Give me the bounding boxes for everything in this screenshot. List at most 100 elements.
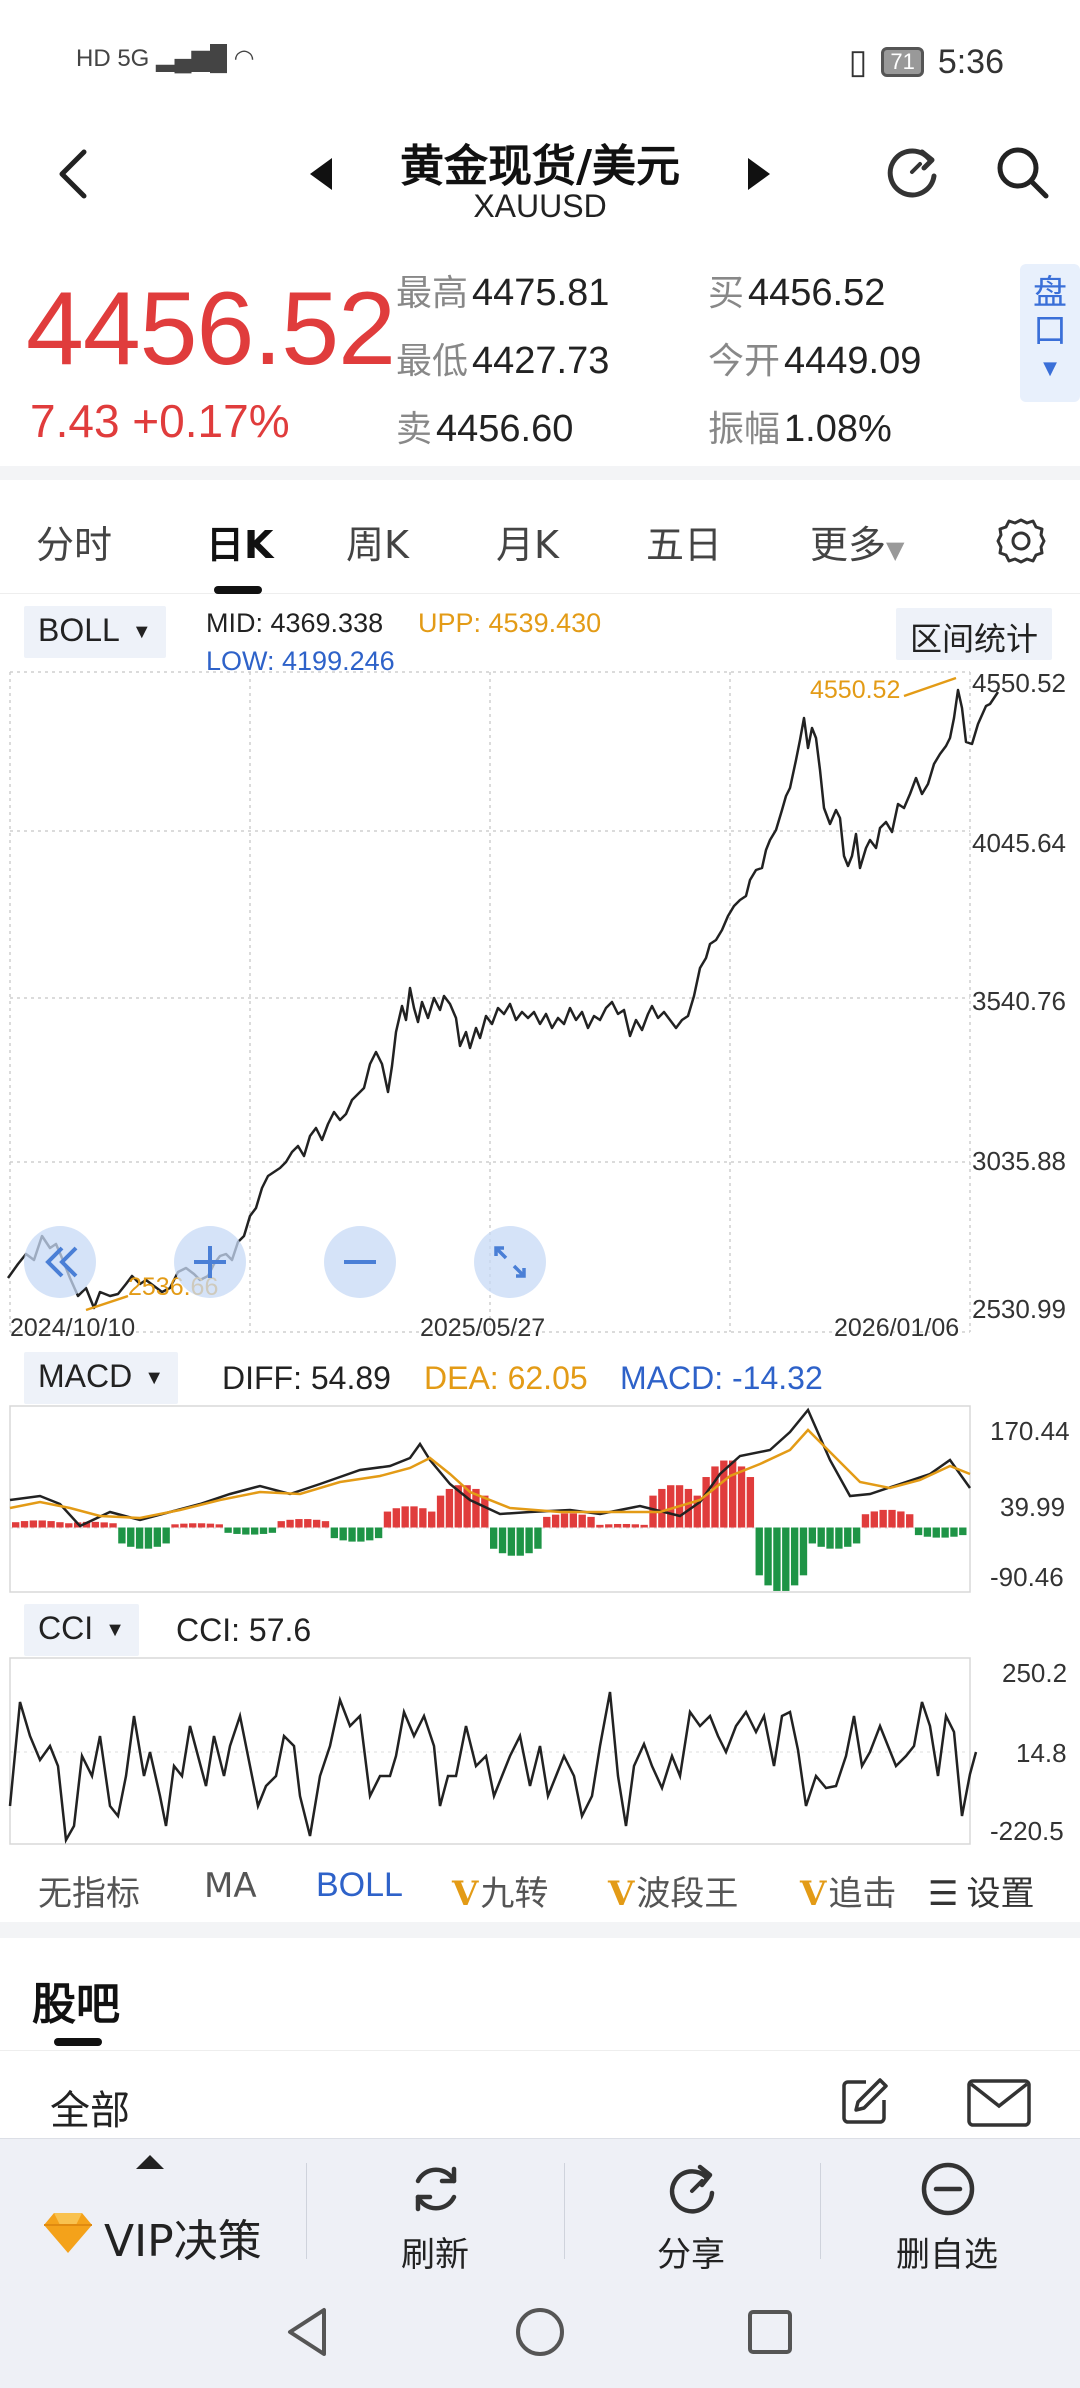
vip-decision-button[interactable]: VIP决策 bbox=[0, 2139, 306, 2279]
tab-monthly-k[interactable]: 月K bbox=[496, 523, 559, 567]
macd-bar bbox=[65, 1523, 73, 1528]
guba-title[interactable]: 股吧 bbox=[32, 1979, 120, 2030]
indicator-jiuzhuan-label: 九转 bbox=[480, 1874, 549, 1914]
macd-bar bbox=[551, 1514, 560, 1528]
vip-v-icon: V bbox=[452, 1874, 479, 1914]
chart-zoom-controls bbox=[24, 1226, 546, 1298]
zoom-in-button[interactable] bbox=[174, 1226, 246, 1298]
previous-instrument-icon[interactable] bbox=[304, 152, 338, 196]
filter-all[interactable]: 全部 bbox=[50, 2088, 130, 2134]
x-axis-labels: 2024/10/10 2025/05/27 2026/01/06 bbox=[10, 1314, 959, 1342]
nav-back-icon[interactable] bbox=[280, 2302, 340, 2362]
fullscreen-button[interactable] bbox=[474, 1226, 546, 1298]
amplitude-label: 振幅 bbox=[708, 409, 781, 450]
range-stats-button[interactable]: 区间统计 bbox=[896, 608, 1053, 660]
sell-label: 卖 bbox=[396, 409, 433, 450]
macd-bar bbox=[631, 1524, 639, 1528]
tab-weekly-k[interactable]: 周K bbox=[346, 523, 409, 567]
gear-icon[interactable] bbox=[994, 514, 1048, 568]
macd-bar bbox=[516, 1527, 524, 1556]
indicator-settings-button[interactable]: ☰ 设置 bbox=[928, 1866, 1034, 1915]
rewind-button[interactable] bbox=[24, 1226, 96, 1298]
y-tick-label: 39.99 bbox=[1000, 1492, 1065, 1522]
macd-bar bbox=[401, 1506, 409, 1528]
indicator-boll[interactable]: BOLL bbox=[316, 1866, 403, 1904]
y-tick-label: 3540.76 bbox=[972, 986, 1066, 1016]
wifi-icon: ◠ bbox=[233, 45, 255, 72]
macd-bar bbox=[277, 1521, 285, 1528]
macd-bar bbox=[764, 1527, 772, 1586]
refresh-button[interactable]: 刷新 bbox=[310, 2139, 560, 2279]
vibrate-icon: ▯ bbox=[848, 43, 868, 81]
macd-bar bbox=[835, 1527, 843, 1549]
macd-bar bbox=[197, 1523, 206, 1528]
indicator-ma[interactable]: MA bbox=[204, 1866, 257, 1906]
tab-daily-k[interactable]: 日K bbox=[206, 523, 274, 567]
nav-home-icon[interactable] bbox=[510, 2302, 570, 2362]
price-chart[interactable]: 4550.52 4045.64 3540.76 3035.88 2530.99 … bbox=[0, 668, 1080, 1350]
tab-more-label: 更多 bbox=[810, 523, 887, 567]
y-tick-label: 14.8 bbox=[1016, 1738, 1067, 1768]
cci-y-labels: 250.2 14.8 -220.5 bbox=[990, 1658, 1067, 1846]
share-button[interactable]: 分享 bbox=[566, 2139, 816, 2279]
macd-bar bbox=[879, 1509, 887, 1528]
tab-five-day[interactable]: 五日 bbox=[646, 523, 723, 567]
clock: 5:36 bbox=[937, 42, 1004, 81]
x-tick-label: 2024/10/10 bbox=[10, 1314, 135, 1342]
open-stat: 今开 4449.09 bbox=[708, 332, 921, 384]
cci-frame bbox=[9, 1657, 971, 1845]
order-book-button[interactable]: 盘口 ▼ bbox=[1020, 264, 1080, 402]
macd-bar bbox=[454, 1485, 462, 1528]
macd-bar bbox=[171, 1524, 179, 1528]
caret-up-icon bbox=[136, 2155, 164, 2169]
y-tick-label: 250.2 bbox=[1002, 1658, 1067, 1688]
indicator-zhuiji[interactable]: V追击 bbox=[800, 1866, 896, 1915]
macd-indicator-select[interactable]: MACD ▼ bbox=[24, 1352, 179, 1404]
macd-bar bbox=[941, 1527, 949, 1538]
indicator-boduan[interactable]: V波段王 bbox=[608, 1866, 738, 1915]
macd-bar bbox=[870, 1511, 878, 1528]
cci-indicator-select[interactable]: CCI ▼ bbox=[24, 1604, 139, 1656]
system-navigation-bar bbox=[0, 2278, 1080, 2388]
search-icon[interactable] bbox=[990, 140, 1054, 204]
cci-line bbox=[8, 1691, 978, 1844]
guba-section: 股吧 全部 bbox=[0, 1938, 1080, 2138]
next-instrument-icon[interactable] bbox=[742, 152, 776, 196]
battery-icon: 71 bbox=[881, 47, 924, 77]
boll-indicator-select[interactable]: BOLL ▼ bbox=[24, 606, 166, 658]
remove-watchlist-button[interactable]: 删自选 bbox=[822, 2139, 1072, 2279]
zoom-out-button[interactable] bbox=[324, 1226, 396, 1298]
remove-watchlist-label: 删自选 bbox=[896, 2235, 998, 2275]
auto-refresh-icon[interactable] bbox=[880, 140, 944, 204]
caret-down-icon: ▼ bbox=[131, 621, 152, 644]
indicator-jiuzhuan[interactable]: V九转 bbox=[452, 1866, 548, 1915]
macd-bar bbox=[923, 1527, 932, 1537]
macd-bar bbox=[135, 1527, 144, 1549]
macd-bar bbox=[29, 1520, 38, 1528]
macd-bar bbox=[950, 1527, 958, 1537]
buy-stat: 买 4456.52 bbox=[708, 264, 885, 316]
nav-recents-icon[interactable] bbox=[740, 2302, 800, 2362]
macd-bar bbox=[286, 1519, 294, 1528]
indicator-selector: 无指标 MA BOLL V九转 V波段王 V追击 ☰ 设置 bbox=[0, 1852, 1080, 1922]
indicator-none[interactable]: 无指标 bbox=[38, 1874, 140, 1914]
vip-decision-label: VIP决策 bbox=[104, 2216, 262, 2267]
macd-bar bbox=[12, 1522, 20, 1528]
vip-v-icon: V bbox=[800, 1874, 827, 1914]
macd-bar bbox=[826, 1527, 834, 1549]
macd-bar bbox=[720, 1460, 728, 1528]
back-icon[interactable] bbox=[50, 144, 100, 204]
y-tick-label: 4045.64 bbox=[972, 828, 1066, 858]
buy-label: 买 bbox=[708, 273, 745, 314]
low-stat: 最低 4427.73 bbox=[396, 332, 609, 384]
macd-bar bbox=[861, 1514, 870, 1528]
mail-icon[interactable] bbox=[966, 2078, 1032, 2128]
chart-grid bbox=[9, 671, 971, 1333]
macd-value: MACD: -14.32 bbox=[620, 1360, 823, 1396]
tab-more[interactable]: 更多▼ bbox=[810, 514, 904, 569]
edit-icon[interactable] bbox=[836, 2074, 892, 2130]
tab-intraday[interactable]: 分时 bbox=[36, 523, 113, 567]
refresh-icon bbox=[415, 2166, 457, 2212]
macd-bar bbox=[224, 1527, 232, 1533]
macd-bar bbox=[693, 1495, 701, 1528]
